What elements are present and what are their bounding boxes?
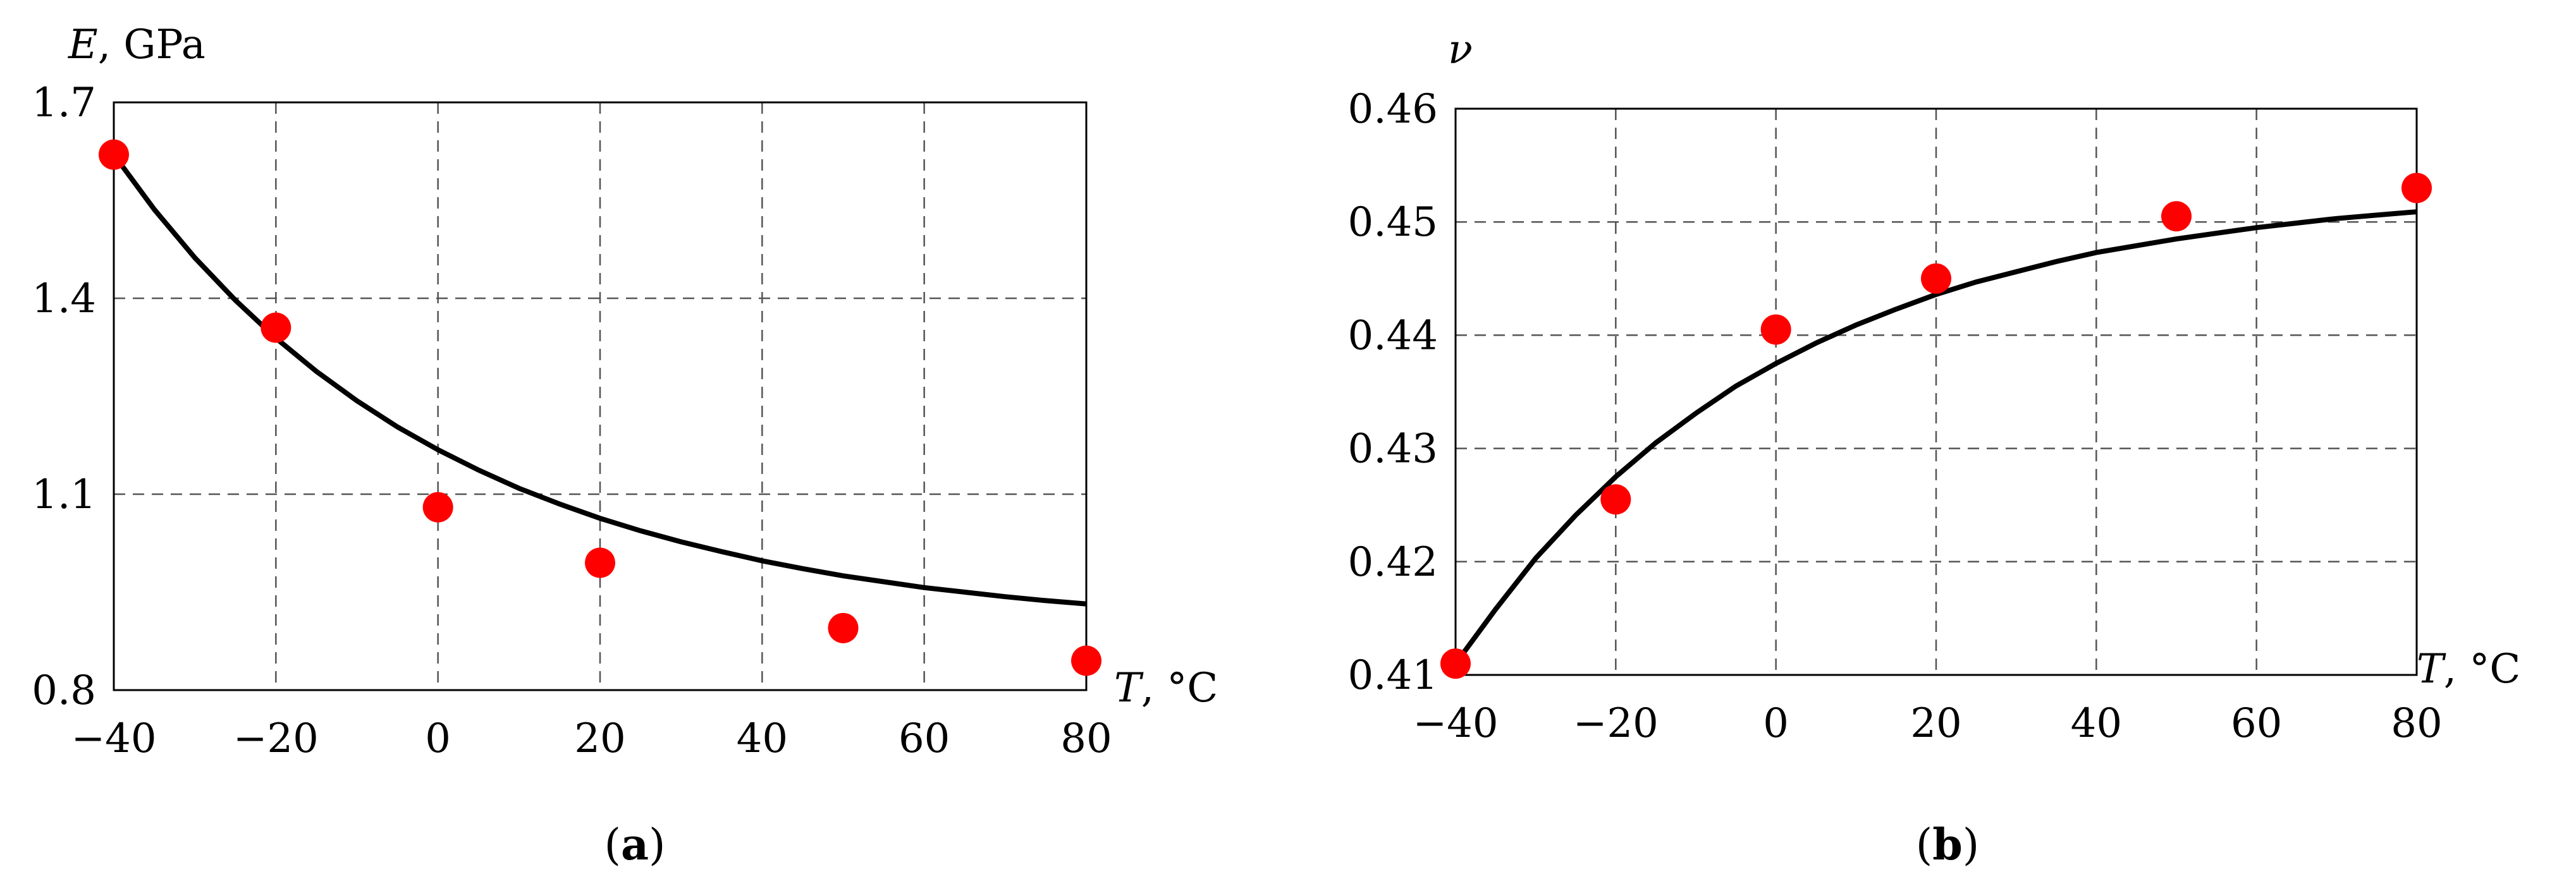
y-tick-label-b-2: 0.43 (1348, 426, 1438, 473)
x-tick-label-b-3: 20 (1910, 700, 1961, 747)
data-points-b (1440, 173, 2432, 679)
x-axis-symbol-a: T (1114, 665, 1144, 712)
y-axis-label-a: E, GPa (68, 21, 205, 68)
x-tick-label-a-5: 60 (899, 715, 950, 762)
data-point-a-0 (99, 139, 129, 170)
y-ticks-b: 0.41 0.42 0.43 0.44 0.45 0.46 (1348, 86, 1438, 699)
x-ticks-b: −40 −20 0 20 40 60 80 (1413, 700, 2442, 747)
x-ticks-a: −40 −20 0 20 40 60 80 (71, 715, 1112, 762)
data-points-a (99, 139, 1101, 676)
x-tick-label-b-1: −20 (1573, 700, 1659, 747)
fit-curve-b (1453, 209, 2417, 665)
data-point-b-3 (1921, 263, 1951, 294)
data-point-b-4 (2161, 201, 2192, 232)
y-ticks-a: 0.8 1.1 1.4 1.7 (32, 80, 96, 714)
x-tick-label-a-1: −20 (233, 715, 319, 762)
x-tick-label-b-2: 0 (1763, 700, 1789, 747)
x-tick-label-b-5: 60 (2231, 700, 2282, 747)
data-point-a-1 (261, 312, 291, 343)
data-point-b-2 (1760, 314, 1791, 345)
y-axis-label-b: ν (1448, 27, 1473, 73)
data-point-a-2 (422, 492, 453, 523)
x-axis-label-b: T, °C (2417, 646, 2520, 693)
x-axis-unit-a: , °C (1141, 665, 1218, 712)
chart-panel-b: 0.41 0.42 0.43 0.44 0.45 0.46 −40 −20 0 20 40 60 80… (1348, 27, 2521, 870)
grid-b (1456, 109, 2417, 675)
data-point-b-1 (1600, 484, 1631, 515)
plot-frame-a (113, 101, 1088, 691)
y-tick-label-b-5: 0.46 (1348, 86, 1438, 133)
y-tick-label-a-2: 1.4 (32, 276, 96, 322)
y-tick-label-b-4: 0.45 (1348, 199, 1438, 246)
y-tick-label-a-3: 1.7 (32, 80, 96, 126)
chart-panel-a: 0.8 1.1 1.4 1.7 −40 −20 0 20 40 60 80 E, GPa T, °… (32, 21, 1218, 870)
data-point-b-0 (1440, 648, 1471, 679)
x-tick-label-b-4: 40 (2071, 700, 2122, 747)
y-tick-label-a-0: 0.8 (32, 667, 96, 714)
x-tick-label-a-2: 0 (425, 715, 451, 762)
x-tick-label-b-6: 80 (2391, 700, 2442, 747)
panel-label-b: (b) (1916, 820, 1980, 870)
x-tick-label-a-0: −40 (71, 715, 156, 762)
x-tick-label-a-3: 20 (574, 715, 625, 762)
data-point-a-5 (1071, 645, 1101, 676)
x-tick-label-b-0: −40 (1413, 700, 1498, 747)
x-axis-label-a: T, °C (1114, 665, 1218, 712)
y-axis-unit-a: , GPa (98, 21, 205, 68)
x-tick-label-a-6: 80 (1060, 715, 1112, 762)
data-point-a-3 (585, 547, 615, 578)
x-tick-label-a-4: 40 (737, 715, 788, 762)
x-axis-symbol-b: T (2417, 646, 2446, 693)
grid-a (114, 102, 1086, 690)
plot-frame-b (1454, 107, 2418, 676)
y-tick-label-b-3: 0.44 (1348, 312, 1438, 359)
panel-letter-a: a (621, 820, 649, 870)
data-point-a-4 (828, 612, 859, 643)
y-axis-symbol-a: E (68, 21, 98, 68)
data-point-b-5 (2401, 173, 2432, 203)
y-tick-label-b-1: 0.42 (1348, 539, 1438, 586)
x-axis-unit-b: , °C (2444, 646, 2521, 693)
panel-label-a: (a) (604, 820, 665, 870)
panel-letter-b: b (1932, 820, 1963, 870)
y-tick-label-a-1: 1.1 (32, 471, 96, 518)
y-tick-label-b-0: 0.41 (1348, 652, 1438, 699)
